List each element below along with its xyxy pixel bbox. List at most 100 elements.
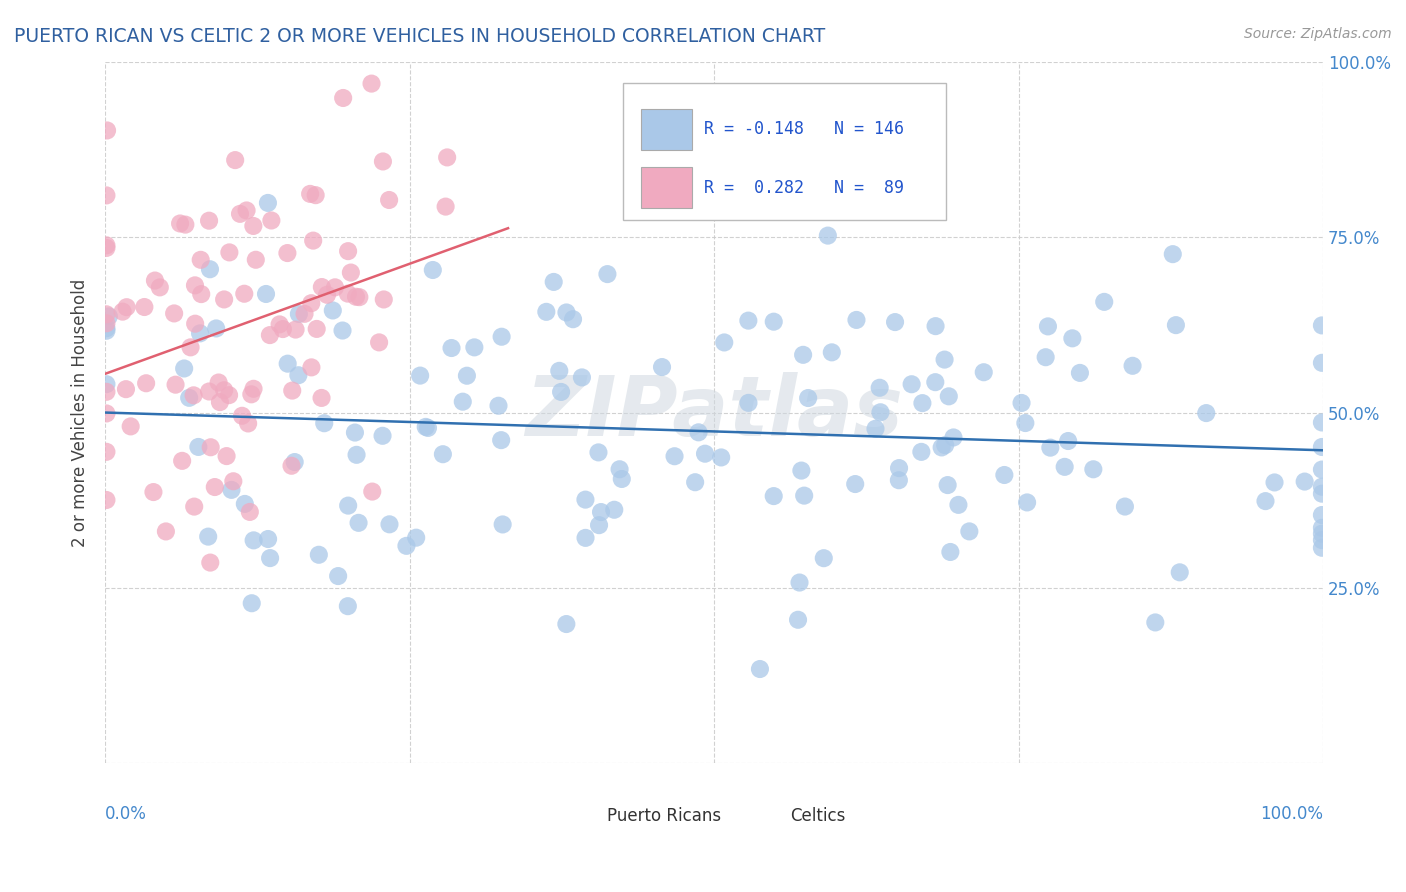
Point <box>790 464 813 478</box>
Point <box>938 389 960 403</box>
Point <box>1053 459 1076 474</box>
Point <box>993 468 1015 483</box>
Point <box>1310 526 1333 541</box>
Point <box>96 324 118 338</box>
Point <box>301 360 323 375</box>
Point <box>651 359 673 374</box>
Point <box>491 330 513 344</box>
Point <box>948 498 970 512</box>
Point <box>869 405 891 419</box>
Point <box>1310 440 1333 454</box>
Point <box>910 445 932 459</box>
Point <box>762 489 785 503</box>
Point <box>222 475 245 489</box>
Point <box>887 473 910 487</box>
Point <box>550 384 572 399</box>
Point <box>337 244 360 259</box>
Point <box>931 441 953 455</box>
Point <box>179 391 201 405</box>
FancyBboxPatch shape <box>641 109 692 150</box>
Point <box>149 280 172 294</box>
Point <box>456 368 478 383</box>
Point <box>934 352 956 367</box>
Point <box>1164 318 1187 333</box>
Point <box>1035 350 1057 364</box>
Text: R =  0.282   N =  89: R = 0.282 N = 89 <box>704 178 904 197</box>
Point <box>337 499 360 513</box>
Point <box>173 361 195 376</box>
Point <box>489 433 512 447</box>
Point <box>259 551 281 566</box>
Point <box>169 217 191 231</box>
Point <box>96 493 118 508</box>
Point <box>1017 495 1039 509</box>
Point <box>793 489 815 503</box>
Point <box>221 483 243 497</box>
Point <box>311 391 333 405</box>
Point <box>183 500 205 514</box>
Point <box>610 472 633 486</box>
Point <box>373 293 395 307</box>
Point <box>115 382 138 396</box>
Point <box>239 505 262 519</box>
Point <box>288 307 311 321</box>
Point <box>259 328 281 343</box>
Point <box>710 450 733 465</box>
Point <box>813 551 835 566</box>
Point <box>1062 331 1084 345</box>
Point <box>96 123 118 137</box>
Point <box>1254 494 1277 508</box>
Point <box>349 290 371 304</box>
Point <box>378 193 401 207</box>
Point <box>277 357 299 371</box>
Point <box>1310 486 1333 500</box>
Point <box>208 376 231 390</box>
Point <box>200 556 222 570</box>
Point <box>1310 508 1333 522</box>
Point <box>451 394 474 409</box>
Point <box>235 203 257 218</box>
Point <box>284 322 307 336</box>
Point <box>245 252 267 267</box>
Point <box>488 399 510 413</box>
Point <box>229 207 252 221</box>
Point <box>332 91 354 105</box>
FancyBboxPatch shape <box>737 800 783 831</box>
Text: R = -0.148   N = 146: R = -0.148 N = 146 <box>704 120 904 138</box>
Point <box>165 377 187 392</box>
Point <box>242 382 264 396</box>
FancyBboxPatch shape <box>623 83 946 219</box>
Point <box>187 440 209 454</box>
Text: Source: ZipAtlas.com: Source: ZipAtlas.com <box>1244 27 1392 41</box>
Point <box>280 458 302 473</box>
Point <box>287 368 309 383</box>
Text: Celtics: Celtics <box>790 806 845 824</box>
Point <box>198 384 221 399</box>
Point <box>589 505 612 519</box>
Point <box>269 318 291 332</box>
Point <box>936 478 959 492</box>
Point <box>415 420 437 434</box>
Point <box>224 153 246 167</box>
Point <box>1014 416 1036 430</box>
Point <box>1069 366 1091 380</box>
Point <box>215 449 238 463</box>
Point <box>240 387 263 401</box>
Point <box>361 484 384 499</box>
Point <box>869 381 891 395</box>
Point <box>371 429 394 443</box>
Point <box>163 306 186 320</box>
Point <box>371 154 394 169</box>
Point <box>436 150 458 164</box>
Point <box>817 228 839 243</box>
Point <box>205 321 228 335</box>
Point <box>664 449 686 463</box>
Point <box>340 266 363 280</box>
FancyBboxPatch shape <box>554 800 600 831</box>
Point <box>347 516 370 530</box>
Point <box>96 407 118 421</box>
Point <box>609 462 631 476</box>
Point <box>434 200 457 214</box>
Point <box>693 447 716 461</box>
Point <box>787 613 810 627</box>
